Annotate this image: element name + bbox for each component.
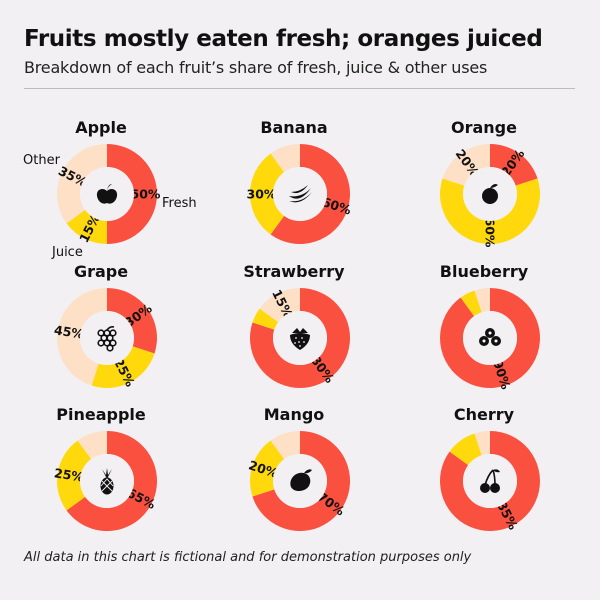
donut-hole bbox=[463, 454, 517, 508]
pineapple-icon bbox=[100, 468, 114, 495]
juice-slice bbox=[252, 308, 279, 330]
other-slice bbox=[259, 288, 300, 323]
juice-slice bbox=[91, 346, 155, 388]
donut-title: Grape bbox=[74, 262, 128, 281]
other-slice bbox=[77, 431, 107, 460]
mango-icon bbox=[290, 469, 312, 492]
donut-title: Banana bbox=[260, 118, 327, 137]
donut-title: Strawberry bbox=[243, 262, 345, 281]
apple-icon bbox=[96, 184, 118, 204]
juice-slice bbox=[439, 178, 540, 245]
fresh-slice bbox=[107, 288, 157, 354]
donut-title: Orange bbox=[451, 118, 517, 137]
banana-icon bbox=[289, 185, 312, 203]
juice-slice bbox=[449, 433, 482, 466]
grape-icon bbox=[97, 326, 117, 352]
donut-title: Pineapple bbox=[56, 405, 146, 424]
fresh-slice bbox=[252, 431, 351, 531]
juice-slice bbox=[66, 209, 107, 244]
fresh-slice bbox=[440, 288, 541, 389]
juice-slice bbox=[460, 290, 482, 317]
other-slice bbox=[442, 144, 490, 186]
juice-value-label: 60% bbox=[483, 218, 498, 248]
donut-title: Mango bbox=[264, 405, 325, 424]
fresh-slice bbox=[440, 431, 541, 531]
legend-label-fresh: Fresh bbox=[162, 196, 197, 211]
donut-title: Blueberry bbox=[440, 262, 529, 281]
juice-value-label: 25% bbox=[53, 465, 85, 485]
fresh-slice bbox=[490, 144, 538, 186]
juice-slice bbox=[250, 440, 285, 497]
chart-title: Fruits mostly eaten fresh; oranges juice… bbox=[24, 26, 543, 52]
fresh-slice bbox=[249, 288, 350, 389]
strawberry-icon bbox=[290, 328, 310, 350]
donut-hole bbox=[273, 167, 327, 221]
donut-title: Cherry bbox=[454, 405, 515, 424]
fresh-slice bbox=[270, 144, 350, 244]
juice-slice bbox=[250, 153, 285, 235]
other-slice bbox=[57, 288, 107, 386]
legend-label-juice: Juice bbox=[51, 245, 83, 260]
footnote: All data in this chart is fictional and … bbox=[24, 550, 472, 565]
header-divider bbox=[24, 88, 575, 89]
blueberry-icon bbox=[479, 328, 501, 346]
other-slice bbox=[270, 144, 300, 173]
legend-label-other: Other bbox=[23, 153, 61, 168]
other-slice bbox=[270, 431, 300, 460]
cherry-icon bbox=[480, 469, 500, 493]
fresh-slice bbox=[66, 431, 158, 532]
juice-slice bbox=[57, 440, 92, 511]
chart-subtitle: Breakdown of each fruit’s share of fresh… bbox=[24, 58, 488, 77]
fresh-slice bbox=[107, 144, 157, 244]
fresh-value-label: 50% bbox=[131, 187, 161, 202]
other-slice bbox=[474, 431, 490, 456]
donut-title: Apple bbox=[75, 118, 127, 137]
juice-value-label: 30% bbox=[247, 187, 277, 202]
other-value-label: 45% bbox=[53, 322, 85, 342]
other-slice bbox=[474, 288, 490, 313]
orange-icon bbox=[482, 184, 498, 204]
other-slice bbox=[56, 144, 107, 224]
